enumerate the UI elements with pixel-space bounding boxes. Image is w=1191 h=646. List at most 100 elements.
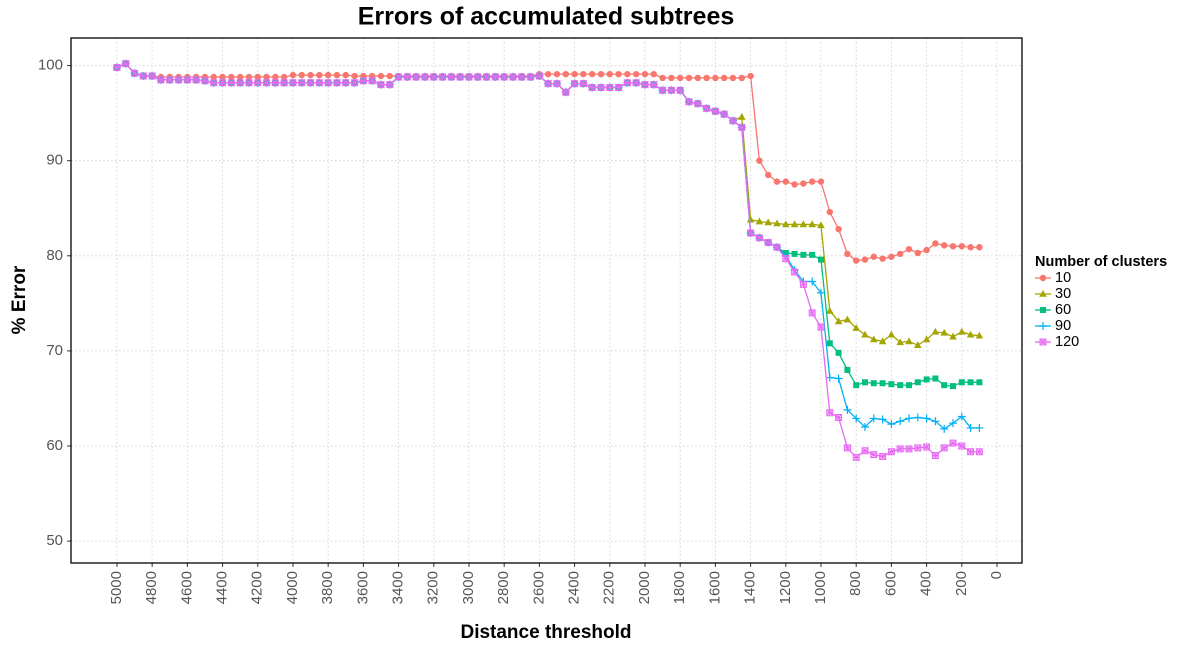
point	[904, 414, 913, 423]
point	[509, 73, 517, 81]
point	[738, 74, 745, 82]
point	[359, 77, 367, 85]
point	[905, 445, 913, 453]
point	[668, 74, 675, 82]
point	[869, 414, 878, 423]
point	[826, 340, 833, 347]
point	[694, 74, 701, 82]
point	[913, 413, 922, 422]
x-tick-label: 1800	[671, 571, 688, 604]
plot-frame	[70, 37, 1023, 564]
point	[403, 73, 411, 81]
point	[914, 379, 921, 386]
point	[729, 117, 737, 125]
point	[878, 415, 887, 424]
x-tick-label: 400	[918, 571, 935, 596]
point	[976, 244, 983, 251]
point	[835, 349, 842, 356]
point	[932, 240, 939, 247]
point	[976, 379, 983, 386]
point	[342, 71, 349, 79]
legend-label: 90	[1055, 318, 1071, 334]
point	[720, 110, 728, 118]
point	[316, 71, 323, 79]
point	[307, 79, 315, 87]
point	[791, 250, 798, 257]
point	[377, 81, 385, 89]
point	[914, 341, 922, 349]
point	[931, 417, 940, 426]
x-tick-label: 4400	[214, 571, 231, 604]
point	[922, 414, 931, 423]
point	[553, 70, 561, 78]
point	[896, 338, 904, 346]
point	[896, 250, 904, 258]
point	[289, 71, 297, 79]
point	[711, 107, 719, 115]
x-tick-label: 2400	[566, 571, 583, 604]
y-tick-label: 70	[46, 342, 63, 359]
point	[781, 220, 790, 228]
legend-marker	[1040, 307, 1046, 313]
point	[967, 448, 975, 456]
point	[650, 81, 658, 89]
point	[949, 439, 957, 447]
point	[456, 73, 464, 81]
point	[703, 74, 710, 82]
x-tick-label: 2200	[601, 571, 618, 604]
point	[879, 255, 886, 262]
point	[791, 181, 798, 188]
point	[395, 73, 403, 81]
point	[553, 80, 561, 88]
point	[632, 79, 640, 87]
point	[685, 98, 693, 106]
legend-label: 120	[1055, 334, 1079, 350]
point	[773, 243, 781, 251]
series-line	[116, 62, 980, 262]
x-tick-label: 4800	[143, 571, 160, 604]
point	[940, 328, 949, 336]
point	[975, 423, 984, 432]
point	[808, 277, 817, 286]
point	[860, 422, 869, 431]
x-tick-label: 4600	[178, 571, 195, 604]
point	[245, 79, 253, 87]
y-tick-label: 90	[46, 152, 63, 169]
point	[659, 86, 667, 94]
point	[949, 419, 958, 428]
point	[835, 225, 842, 233]
point	[887, 330, 896, 338]
point	[791, 268, 799, 276]
point	[588, 70, 596, 78]
point	[923, 376, 930, 383]
point	[896, 445, 904, 453]
point	[245, 73, 253, 81]
point	[641, 81, 649, 89]
point	[940, 444, 948, 452]
point	[183, 76, 191, 84]
point	[844, 250, 851, 258]
point	[905, 245, 913, 253]
point	[527, 73, 535, 81]
point	[782, 255, 790, 263]
point	[852, 257, 860, 264]
x-tick-label: 200	[953, 571, 970, 596]
point	[333, 79, 341, 87]
point	[773, 178, 781, 185]
point	[905, 337, 913, 345]
point	[712, 74, 719, 82]
x-tick-label: 1000	[812, 571, 829, 604]
point	[263, 79, 271, 87]
point	[342, 79, 350, 87]
point	[870, 253, 877, 260]
x-tick-label: 1200	[777, 571, 794, 604]
point	[825, 306, 834, 314]
point	[931, 452, 939, 460]
point	[861, 379, 868, 386]
point	[905, 382, 912, 389]
point	[914, 444, 922, 452]
point	[975, 448, 983, 456]
series-line	[116, 62, 980, 387]
point	[738, 123, 746, 131]
